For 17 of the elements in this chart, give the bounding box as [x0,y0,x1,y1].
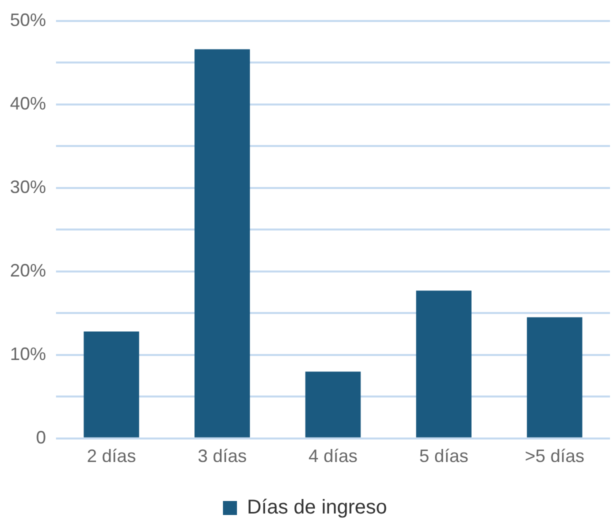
legend-label: Días de ingreso [246,496,388,519]
bar [84,331,140,438]
bar [305,372,361,438]
y-tick-label: 30% [10,176,46,197]
x-tick-label: 2 días [86,446,136,466]
x-tick-label: 4 días [308,446,358,466]
x-tick-label: 5 días [419,446,468,466]
y-tick-label: 20% [10,260,46,280]
bar [416,290,472,438]
x-tick-label: 3 días [198,446,247,466]
bar [526,317,582,438]
y-tick-label: 40% [10,93,46,114]
bar [194,49,250,438]
y-tick-label: 10% [10,344,46,364]
x-tick-label: >5 días [524,446,584,466]
y-tick-label: 50% [10,10,46,30]
y-tick-label: 0 [36,427,46,448]
